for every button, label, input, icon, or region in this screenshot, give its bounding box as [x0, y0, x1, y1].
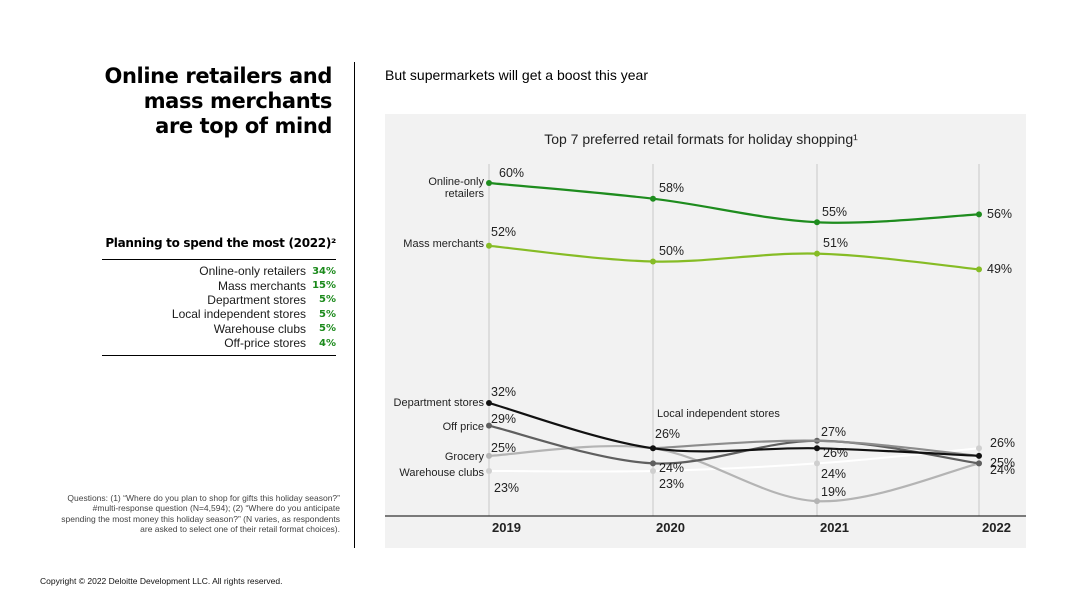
data-point — [486, 400, 492, 406]
spending-label: Online-only retailers — [199, 264, 306, 279]
footnote: Questions: (1) “Where do you plan to sho… — [61, 493, 340, 534]
series-label-department-stores: Department stores — [394, 397, 485, 409]
spending-value: 4% — [319, 337, 336, 349]
data-point — [486, 180, 492, 186]
data-label: 51% — [823, 236, 848, 250]
data-point — [814, 250, 820, 257]
spending-list: Online-only retailers 34% Mass merchants 1… — [102, 264, 336, 350]
spending-rule-top — [102, 259, 336, 260]
headline: Online retailers and mass merchants are … — [32, 64, 333, 139]
data-label: 26% — [655, 427, 680, 441]
spending-label: Off-price stores — [224, 336, 306, 351]
data-label: 49% — [987, 262, 1012, 276]
data-label: 23% — [494, 481, 519, 495]
series-line — [488, 444, 980, 503]
data-label: 24% — [821, 467, 846, 481]
headline-line-1: Online retailers and — [104, 64, 333, 88]
spending-title: Planning to spend the most (2022)² — [105, 236, 336, 250]
data-point — [650, 445, 656, 452]
x-tick-label: 2022 — [982, 520, 1011, 535]
line-chart: Top 7 preferred retail formats for holid… — [385, 131, 1026, 535]
data-label: 60% — [499, 166, 524, 180]
data-label: 26% — [823, 446, 848, 460]
data-label: 23% — [659, 477, 684, 491]
headline-line-3: are top of mind — [155, 114, 332, 138]
data-label: 56% — [987, 207, 1012, 221]
series-line — [652, 439, 980, 457]
copyright: Copyright © 2022 Deloitte Development LL… — [40, 576, 283, 586]
spending-label: Mass merchants — [217, 278, 306, 293]
data-point — [976, 266, 982, 273]
spending-row: Mass merchants 15% — [102, 278, 336, 293]
data-label: 24% — [659, 461, 684, 475]
data-label: 58% — [659, 181, 684, 195]
data-label: 55% — [822, 205, 847, 219]
spending-label: Department stores — [207, 292, 306, 307]
data-point — [814, 498, 820, 505]
series-line — [488, 244, 980, 271]
spending-rule-bottom — [102, 355, 336, 356]
spending-value: 5% — [319, 308, 336, 320]
data-label: 52% — [491, 225, 516, 239]
data-point — [486, 467, 492, 474]
series-label-mass-merchants: Mass merchants — [403, 238, 484, 250]
data-label: 32% — [491, 385, 516, 399]
series-label-online-only-retailers: Online-only — [428, 176, 484, 188]
data-label: 50% — [659, 244, 684, 258]
spending-value: 5% — [319, 294, 336, 306]
spending-label: Warehouse clubs — [213, 321, 306, 336]
spending-label: Local independent stores — [171, 307, 306, 322]
x-tick-label: 2020 — [656, 520, 685, 535]
data-label: 25% — [491, 441, 516, 455]
subheadline: But supermarkets will get a boost this y… — [385, 67, 649, 83]
data-point — [486, 452, 492, 459]
data-point — [976, 211, 982, 218]
series-line — [488, 401, 980, 457]
spending-value: 15% — [312, 280, 336, 292]
x-tick-label: 2021 — [820, 520, 849, 535]
data-point — [650, 258, 656, 265]
data-point — [650, 195, 656, 202]
data-point — [486, 422, 492, 429]
spending-row: Warehouse clubs 5% — [102, 322, 336, 336]
data-point — [976, 460, 982, 467]
spending-value: 5% — [319, 323, 336, 335]
data-point — [976, 452, 982, 459]
data-label: 24% — [990, 463, 1015, 477]
series-label-warehouse-clubs: Warehouse clubs — [399, 467, 484, 479]
chart-title: Top 7 preferred retail formats for holid… — [544, 131, 858, 147]
data-point — [814, 219, 820, 226]
headline-line-2: mass merchants — [143, 89, 333, 113]
data-label: 26% — [990, 436, 1015, 450]
data-label: 29% — [491, 412, 516, 426]
series-label-local-independent-stores: Local independent stores — [657, 408, 780, 420]
series-line — [488, 424, 980, 465]
spending-row: Department stores 5% — [102, 293, 336, 307]
data-point — [650, 460, 656, 467]
x-tick-label: 2019 — [492, 520, 521, 535]
data-point — [814, 460, 820, 467]
vertical-divider — [354, 62, 355, 548]
series-label-online-only-retailers-line2: retailers — [445, 188, 485, 200]
data-label: 25% — [990, 456, 1015, 470]
data-label: 27% — [821, 425, 846, 439]
data-point — [650, 467, 656, 474]
series-line — [488, 447, 980, 473]
spending-row: Online-only retailers 34% — [102, 264, 336, 278]
data-point — [486, 242, 492, 249]
spending-row: Local independent stores 5% — [102, 307, 336, 321]
chart-panel: Top 7 preferred retail formats for holid… — [385, 114, 1026, 548]
data-point — [814, 445, 820, 452]
data-label: 19% — [821, 485, 846, 499]
spending-row: Off-price stores 4% — [102, 336, 336, 350]
data-point — [976, 445, 982, 452]
series-label-grocery: Grocery — [445, 451, 485, 463]
spending-value: 34% — [312, 265, 336, 277]
series-line — [488, 181, 980, 224]
series-label-off-price: Off price — [443, 421, 484, 433]
